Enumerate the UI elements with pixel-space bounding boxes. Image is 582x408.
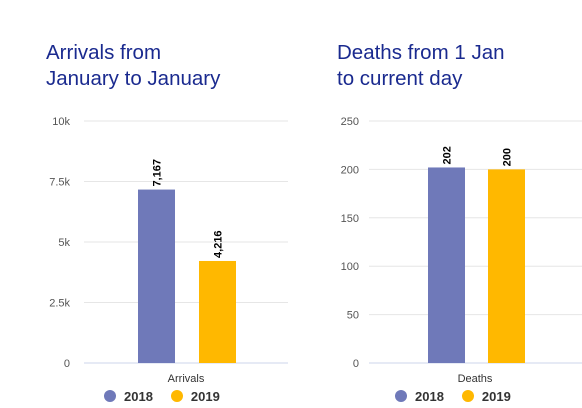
y-tick-label: 0 bbox=[64, 358, 70, 370]
x-category-label: Arrivals bbox=[168, 373, 205, 385]
y-tick-label: 7.5k bbox=[49, 177, 70, 189]
y-tick-label: 50 bbox=[347, 310, 359, 322]
legend-label-2018: 2018 bbox=[124, 388, 153, 404]
legend-label-2018: 2018 bbox=[415, 388, 444, 404]
arrivals-chart-title: Arrivals from January to January bbox=[46, 40, 220, 92]
deaths-chart: 0 50 100 150 200 250 202 200 Deaths bbox=[341, 116, 582, 385]
y-tick-label: 150 bbox=[341, 213, 359, 225]
legend-item-2018[interactable]: 2018 bbox=[395, 389, 444, 404]
legend-swatch-2019 bbox=[461, 390, 474, 402]
legend-item-2018[interactable]: 2018 bbox=[104, 389, 153, 404]
data-label-2018: 202 bbox=[442, 146, 454, 164]
x-category-label: Deaths bbox=[458, 373, 493, 385]
bar-2018 bbox=[428, 167, 465, 363]
legend-item-2019[interactable]: 2019 bbox=[461, 388, 511, 404]
deaths-chart-title: Deaths from 1 Jan to current day bbox=[337, 40, 505, 92]
legend-label-2019: 2019 bbox=[190, 388, 220, 404]
legend-swatch-2018 bbox=[395, 390, 407, 402]
y-tick-label: 100 bbox=[341, 261, 359, 273]
arrivals-chart-panel: Arrivals from January to January 0 2.5k 5k… bbox=[46, 40, 288, 406]
y-tick-label: 10k bbox=[52, 116, 70, 128]
data-label-2019: 4,216 bbox=[213, 230, 225, 258]
arrivals-title-line-1: Arrivals from bbox=[46, 41, 162, 64]
y-tick-label: 250 bbox=[341, 116, 359, 128]
arrivals-chart: 0 2.5k 5k 7.5k 10k 7,167 4,216 Arrivals bbox=[49, 116, 288, 385]
bar-2019 bbox=[199, 260, 236, 363]
bar-2018 bbox=[138, 189, 175, 363]
data-label-2019: 200 bbox=[502, 148, 514, 166]
y-tick-label: 5k bbox=[58, 237, 70, 249]
deaths-legend: 2018 2019 bbox=[395, 386, 511, 406]
legend-label-2019: 2019 bbox=[481, 388, 511, 404]
legend-swatch-2019 bbox=[170, 390, 183, 402]
deaths-title-line-1: Deaths from 1 Jan bbox=[337, 41, 505, 64]
y-tick-label: 2.5k bbox=[49, 298, 70, 310]
bar-2019 bbox=[488, 169, 525, 363]
arrivals-title-line-2: January to January bbox=[46, 67, 221, 90]
deaths-title-line-2: to current day bbox=[337, 67, 463, 90]
data-label-2018: 7,167 bbox=[152, 159, 164, 187]
arrivals-legend: 2018 2019 bbox=[104, 386, 220, 406]
deaths-chart-panel: Deaths from 1 Jan to current day 0 50 100 1… bbox=[291, 0, 582, 408]
legend-swatch-2018 bbox=[104, 390, 116, 402]
y-tick-label: 200 bbox=[341, 164, 359, 176]
y-tick-label: 0 bbox=[353, 358, 359, 370]
legend-item-2019[interactable]: 2019 bbox=[170, 388, 220, 404]
